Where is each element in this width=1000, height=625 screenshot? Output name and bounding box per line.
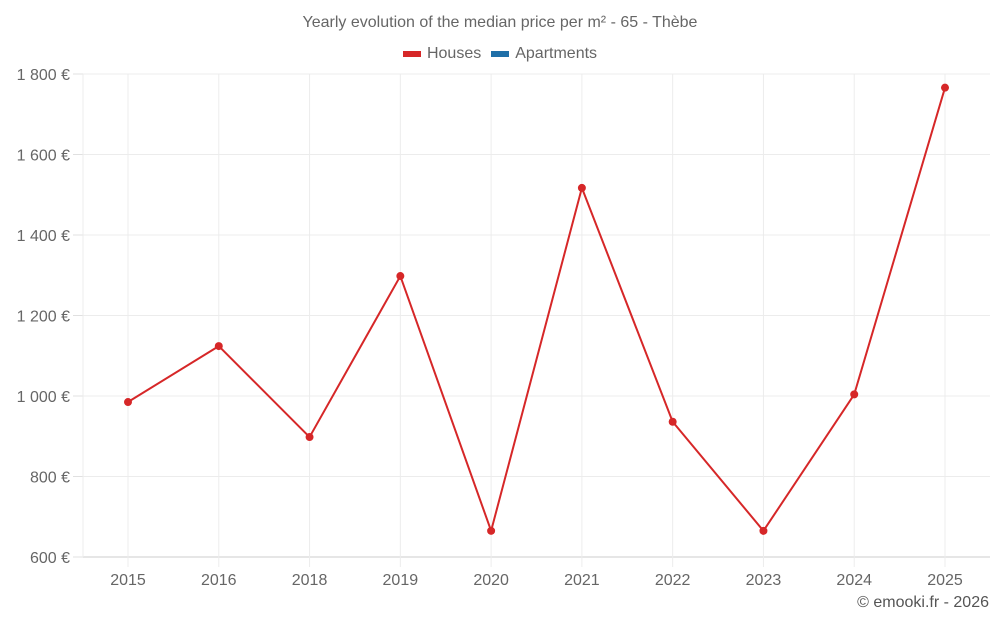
data-point[interactable] [850, 390, 859, 399]
chart-title: Yearly evolution of the median price per… [302, 14, 698, 31]
y-tick-label: 1 400 € [17, 228, 70, 245]
x-tick-label: 2021 [564, 572, 600, 589]
data-point[interactable] [124, 398, 132, 407]
x-tick-label: 2018 [292, 572, 328, 589]
data-point[interactable] [577, 183, 586, 192]
series-houses [124, 83, 949, 535]
x-tick-label: 2025 [927, 572, 963, 589]
legend-item-apartments[interactable]: Apartments [491, 45, 597, 63]
x-tick-label: 2016 [201, 572, 237, 589]
x-tick-label: 2020 [473, 572, 509, 589]
x-tick-label: 2022 [655, 572, 691, 589]
data-point[interactable] [396, 272, 405, 281]
data-point[interactable] [214, 342, 223, 351]
legend-label-houses: Houses [426, 45, 482, 62]
houses-swatch-icon [402, 51, 421, 57]
data-point[interactable] [941, 83, 949, 92]
y-axis: 600 € 800 € 1 000 € 1 200 € 1 400 € 1 600 € 1 … [17, 67, 70, 567]
y-tick-label: 600 € [30, 550, 70, 567]
y-tick-label: 1 200 € [17, 309, 70, 326]
series-line [127, 87, 946, 532]
y-tick-label: 1 600 € [17, 148, 70, 165]
y-tick-label: 1 000 € [17, 389, 70, 406]
data-point[interactable] [487, 526, 496, 535]
x-tick-label: 2019 [383, 572, 419, 589]
data-point[interactable] [759, 526, 768, 535]
legend: Houses Apartments [0, 45, 1000, 63]
legend-label-apartments: Apartments [515, 45, 598, 62]
x-axis: 2015 2016 2018 2019 2020 2021 2022 2023 2024 2025 [110, 572, 963, 589]
y-tick-label: 800 € [30, 470, 70, 487]
copyright-credit: © emooki.fr - 2026 [857, 594, 989, 611]
x-tick-label: 2015 [110, 572, 146, 589]
apartments-swatch-icon [491, 51, 510, 57]
legend-item-houses[interactable]: Houses [402, 45, 482, 63]
x-tick-label: 2024 [836, 572, 872, 589]
grid-lines [73, 73, 990, 567]
y-tick-label: 1 800 € [17, 67, 70, 84]
x-tick-label: 2023 [746, 572, 782, 589]
data-point[interactable] [305, 433, 314, 442]
data-point[interactable] [668, 417, 677, 426]
